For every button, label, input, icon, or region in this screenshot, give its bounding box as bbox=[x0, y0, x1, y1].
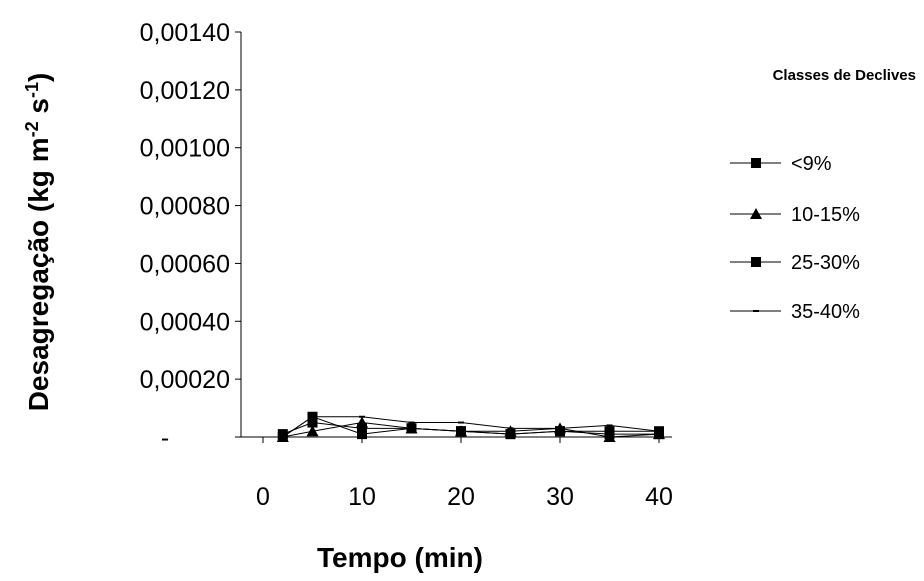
legend-marker bbox=[750, 208, 762, 219]
legend-marker bbox=[751, 158, 761, 168]
data-point bbox=[555, 426, 565, 437]
x-tick-label: 20 bbox=[447, 483, 475, 511]
series-3 bbox=[277, 417, 664, 440]
y-tick-label: 0,00100 bbox=[140, 135, 230, 163]
data-point bbox=[604, 426, 615, 437]
plot-area: - 0,00020 0,00040 0,00060 0,00080 0,00100 0,00… bbox=[140, 19, 673, 511]
legend-marker bbox=[753, 310, 759, 312]
y-tick-label: 0,00020 bbox=[140, 366, 230, 394]
data-point bbox=[357, 429, 367, 440]
data-point bbox=[406, 423, 417, 434]
x-tick-label: 0 bbox=[256, 483, 270, 511]
data-point bbox=[656, 430, 662, 433]
series-line bbox=[282, 422, 659, 435]
data-point bbox=[603, 431, 616, 442]
data-point bbox=[309, 415, 316, 418]
legend-marker bbox=[751, 257, 761, 267]
y-axis-title-sup2: -1 bbox=[22, 82, 42, 98]
series-group bbox=[276, 411, 665, 442]
data-point bbox=[408, 421, 415, 424]
legend-label: 10-15% bbox=[791, 204, 860, 226]
series-line bbox=[282, 422, 660, 438]
x-tick-label: 10 bbox=[348, 483, 376, 511]
x-tick-label: 30 bbox=[546, 483, 574, 511]
data-point bbox=[557, 427, 563, 430]
data-point bbox=[606, 424, 613, 427]
x-ticks: 0 10 20 30 40 bbox=[256, 437, 673, 511]
y-tick-label: 0,00060 bbox=[140, 250, 230, 278]
y-axis-title-suffix: ) bbox=[23, 73, 54, 82]
y-axis-title: Desagregação (kg m-2 s-1) bbox=[22, 73, 54, 412]
x-tick-label: 40 bbox=[645, 483, 673, 511]
data-point bbox=[456, 426, 466, 437]
legend-title: Classes de Declives bbox=[773, 67, 916, 84]
legend-label: 25-30% bbox=[791, 252, 860, 274]
legend-item: 35-40% bbox=[730, 301, 860, 323]
y-tick-label: 0,00140 bbox=[140, 19, 230, 47]
y-tick-label: 0,00040 bbox=[140, 308, 230, 336]
y-tick-label: - bbox=[161, 424, 169, 452]
y-axis-title-sup1: -2 bbox=[22, 121, 42, 137]
data-point bbox=[277, 429, 288, 440]
y-axis-title-prefix: Desagregação (kg m bbox=[23, 137, 54, 411]
data-point bbox=[359, 415, 365, 418]
y-axis-title-middle: s bbox=[23, 98, 54, 121]
y-tick-label: 0,00080 bbox=[140, 193, 230, 221]
legend: Classes de Declives <9% 10-15% 25-30% 35-40… bbox=[730, 67, 916, 323]
legend-items: <9% 10-15% 25-30% 35-40% bbox=[730, 153, 860, 323]
data-point bbox=[507, 427, 514, 430]
legend-item: 10-15% bbox=[730, 204, 860, 226]
data-point bbox=[307, 417, 318, 428]
data-point bbox=[306, 425, 319, 437]
data-point bbox=[458, 421, 464, 424]
data-point bbox=[279, 436, 286, 438]
legend-item: <9% bbox=[730, 153, 832, 175]
legend-label: 35-40% bbox=[791, 301, 860, 323]
x-axis-title: Tempo (min) bbox=[317, 542, 483, 573]
legend-item: 25-30% bbox=[730, 252, 860, 274]
y-ticks: - 0,00020 0,00040 0,00060 0,00080 0,00100 0,00… bbox=[140, 19, 241, 452]
legend-label: <9% bbox=[791, 153, 832, 175]
y-tick-label: 0,00120 bbox=[140, 77, 230, 105]
data-point bbox=[505, 429, 516, 440]
data-point bbox=[357, 423, 367, 434]
series-4 bbox=[279, 415, 662, 438]
